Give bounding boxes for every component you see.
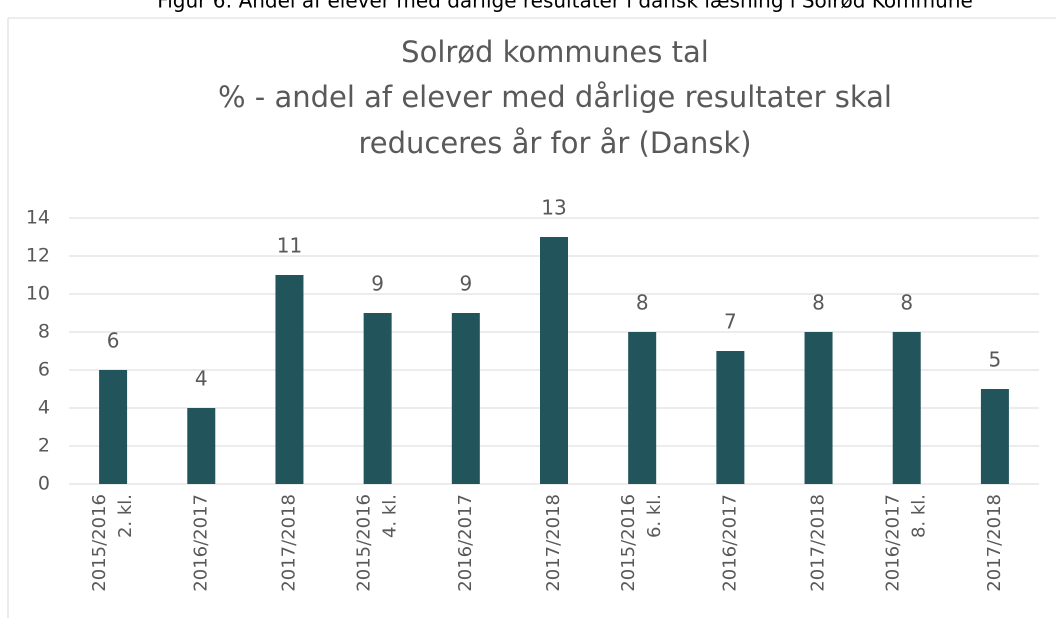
y-tick-label: 10	[26, 283, 50, 305]
x-tick-label: 2015/2016	[618, 494, 639, 592]
y-tick-label: 6	[38, 359, 50, 381]
bar	[451, 313, 480, 484]
x-group-label: 4. kl.	[380, 494, 401, 538]
bar	[187, 408, 216, 484]
data-label: 8	[812, 291, 825, 315]
data-label: 6	[107, 329, 120, 353]
x-tick-label: 2016/2017	[883, 494, 904, 592]
data-label: 7	[724, 310, 737, 334]
bar	[892, 332, 921, 484]
data-label: 9	[371, 272, 384, 296]
x-group-label: 8. kl.	[909, 494, 930, 538]
bar	[363, 313, 392, 484]
chart-title: reduceres år for år (Dansk)	[358, 126, 751, 160]
x-tick-label: 2017/2018	[543, 494, 564, 592]
x-tick-label: 2017/2018	[984, 494, 1005, 592]
x-group-label: 6. kl.	[644, 494, 665, 538]
x-tick-label: 2017/2018	[278, 494, 299, 592]
x-tick-label: 2016/2017	[719, 494, 740, 592]
bar	[275, 275, 304, 484]
x-tick-label: 2016/2017	[190, 494, 211, 592]
data-label: 11	[277, 234, 302, 258]
bar	[540, 237, 568, 484]
y-tick-label: 2	[38, 435, 50, 457]
bar	[804, 332, 833, 484]
x-tick-label: 2015/2016	[89, 494, 110, 592]
data-label: 13	[541, 196, 566, 220]
chart-title: Solrød kommunes tal	[401, 35, 709, 69]
x-tick-label: 2016/2017	[455, 494, 476, 592]
data-label: 8	[636, 291, 649, 315]
x-tick-label: 2017/2018	[808, 494, 829, 592]
data-label: 9	[459, 272, 472, 296]
x-group-label: 2. kl.	[115, 494, 136, 538]
bar	[99, 370, 128, 484]
chart-title: % - andel af elever med dårlige resultat…	[218, 80, 892, 114]
x-tick-label: 2015/2016	[354, 494, 375, 592]
y-tick-label: 0	[38, 473, 50, 495]
caption: Figur 6: Andel af elever med dårlige res…	[157, 0, 973, 13]
bar	[716, 351, 745, 484]
bar	[628, 332, 657, 484]
y-tick-label: 12	[26, 245, 50, 267]
data-label: 5	[989, 348, 1002, 372]
y-tick-label: 8	[38, 321, 50, 343]
bar	[980, 389, 1009, 484]
data-label: 8	[900, 291, 913, 315]
y-tick-label: 4	[38, 397, 50, 419]
data-label: 4	[195, 367, 208, 391]
y-tick-label: 14	[26, 207, 50, 229]
